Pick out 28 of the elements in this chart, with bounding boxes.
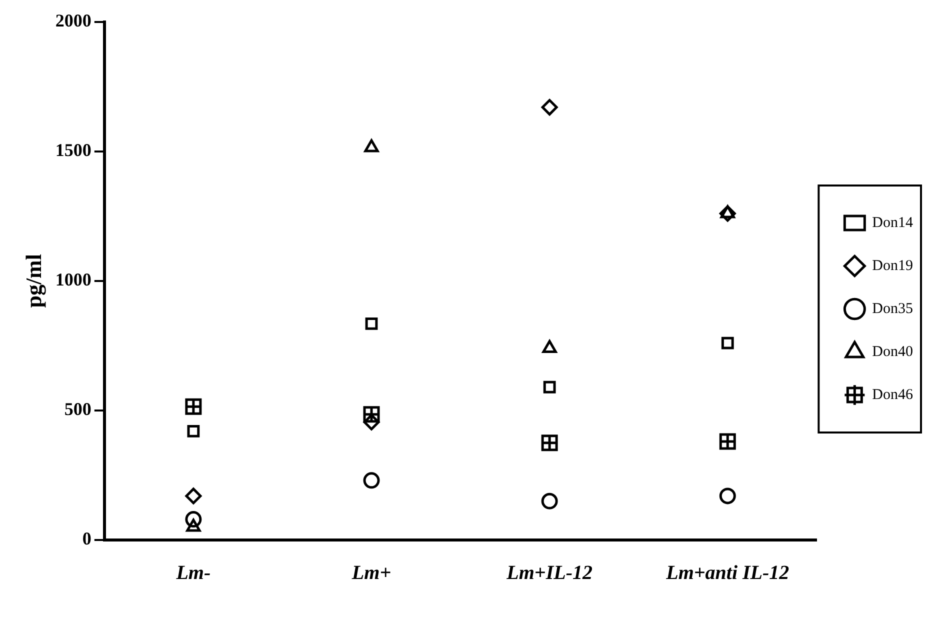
point xyxy=(365,317,378,330)
legend-label: Don14 xyxy=(872,214,914,231)
legend-label: Don46 xyxy=(872,386,914,403)
point xyxy=(541,99,558,116)
legend-label: Don35 xyxy=(872,300,914,317)
point xyxy=(363,414,380,430)
y-tick-label: 0 xyxy=(82,528,92,549)
legend-label: Don40 xyxy=(872,344,914,360)
point xyxy=(185,511,202,528)
y-axis-title: pg/ml xyxy=(20,254,46,308)
point xyxy=(721,336,734,350)
point xyxy=(543,380,556,394)
y-tick-label: 500 xyxy=(64,399,92,420)
point xyxy=(364,139,379,152)
point xyxy=(719,488,736,504)
y-tick-label: 1000 xyxy=(55,270,92,290)
point xyxy=(185,488,202,504)
x-tick-label: Lm- xyxy=(175,562,211,584)
point xyxy=(541,492,558,510)
point xyxy=(187,424,200,438)
x-tick-label: Lm+anti IL-12 xyxy=(665,562,790,584)
point xyxy=(542,340,557,354)
y-tick-label: 1500 xyxy=(55,140,92,160)
x-tick-label: Lm+ xyxy=(350,562,392,584)
legend-label: Don19 xyxy=(872,258,914,274)
point xyxy=(363,472,380,489)
x-tick-label: Lm+IL-12 xyxy=(506,562,592,584)
y-tick-label: 2000 xyxy=(55,10,92,30)
